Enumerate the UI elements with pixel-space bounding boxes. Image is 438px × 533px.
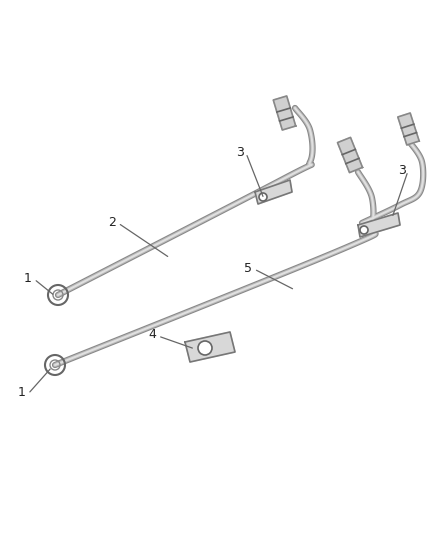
- Polygon shape: [255, 180, 292, 204]
- Text: 3: 3: [236, 146, 244, 158]
- Polygon shape: [273, 96, 296, 130]
- Circle shape: [198, 341, 212, 355]
- Text: 2: 2: [108, 215, 116, 229]
- Polygon shape: [338, 138, 363, 173]
- Text: 3: 3: [398, 164, 406, 176]
- Polygon shape: [398, 113, 419, 145]
- Circle shape: [259, 193, 267, 201]
- Text: 4: 4: [148, 328, 156, 342]
- Polygon shape: [358, 213, 400, 237]
- Text: 5: 5: [244, 262, 252, 274]
- Text: 1: 1: [18, 386, 26, 400]
- Polygon shape: [185, 332, 235, 362]
- Circle shape: [360, 226, 368, 234]
- Text: 1: 1: [24, 271, 32, 285]
